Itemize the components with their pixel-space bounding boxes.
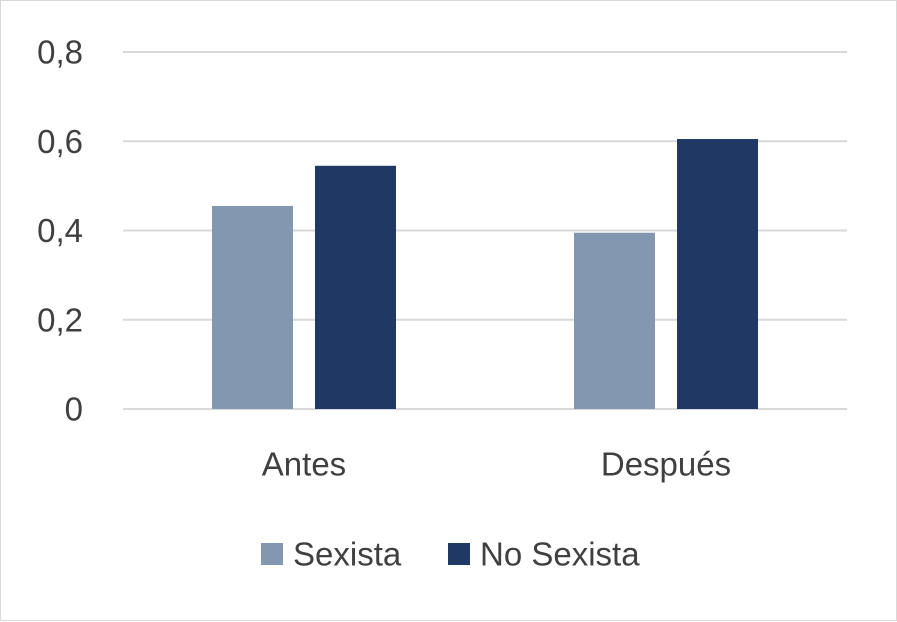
legend-swatch <box>261 543 283 565</box>
legend: Sexista No Sexista <box>261 536 640 573</box>
y-axis-tick-labels: 0 0,2 0,4 0,6 0,8 <box>37 34 83 428</box>
x-axis-category-labels: Antes Después <box>262 446 731 483</box>
x-category-label: Antes <box>262 446 346 483</box>
y-tick-label: 0,4 <box>37 212 83 249</box>
y-tick-label: 0 <box>65 391 83 428</box>
bar-sexista-antes <box>212 205 293 409</box>
legend-label: Sexista <box>293 536 402 573</box>
legend-label: No Sexista <box>480 536 640 573</box>
bar-sexista-después <box>574 232 655 409</box>
y-tick-label: 0,2 <box>37 301 83 338</box>
y-tick-label: 0,6 <box>37 123 83 160</box>
bars <box>212 139 758 410</box>
legend-swatch <box>448 543 470 565</box>
x-category-label: Después <box>601 446 731 483</box>
bar-no-sexista-después <box>677 139 758 410</box>
y-tick-label: 0,8 <box>37 34 83 71</box>
bar-no-sexista-antes <box>315 165 396 409</box>
